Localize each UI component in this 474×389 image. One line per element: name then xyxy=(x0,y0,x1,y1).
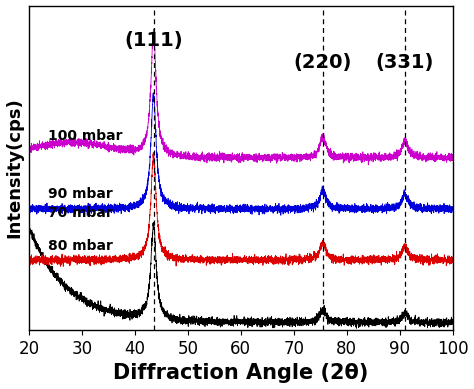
Text: 70 mbar: 70 mbar xyxy=(48,206,112,220)
Text: 80 mbar: 80 mbar xyxy=(48,238,112,252)
Text: 100 mbar: 100 mbar xyxy=(48,129,122,143)
Text: 90 mbar: 90 mbar xyxy=(48,187,112,202)
X-axis label: Diffraction Angle (2θ): Diffraction Angle (2θ) xyxy=(113,363,369,384)
Text: (220): (220) xyxy=(294,53,352,72)
Text: (331): (331) xyxy=(376,53,434,72)
Text: (111): (111) xyxy=(124,31,183,50)
Y-axis label: Intensity(cps): Intensity(cps) xyxy=(6,98,24,238)
